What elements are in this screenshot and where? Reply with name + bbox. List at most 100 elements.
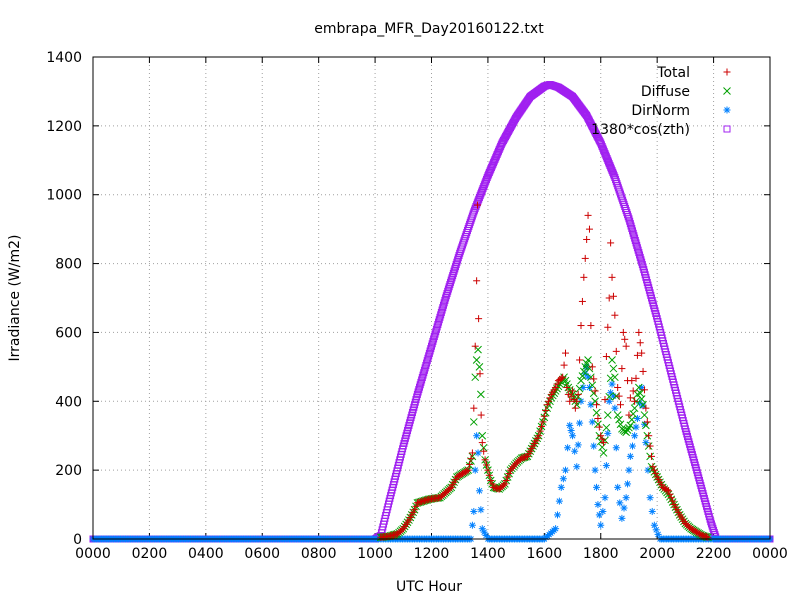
x-tick-label: 1400: [470, 546, 506, 562]
data-point: [552, 384, 560, 392]
data-point: [628, 442, 636, 450]
data-point: [626, 421, 635, 430]
data-point: [611, 373, 619, 382]
legend-marker: [723, 87, 731, 95]
data-point: [616, 420, 625, 429]
data-point: [597, 432, 605, 440]
data-point: [642, 421, 650, 430]
y-tick-label: 400: [55, 394, 82, 410]
data-point: [436, 313, 444, 321]
data-point: [441, 296, 449, 304]
data-point: [571, 447, 579, 455]
data-point: [628, 377, 636, 385]
data-point: [603, 411, 612, 419]
data-point: [664, 487, 672, 495]
data-point: [605, 294, 613, 302]
data-point: [438, 306, 446, 314]
data-point: [561, 466, 569, 474]
data-point: [608, 273, 616, 281]
data-point: [602, 423, 611, 432]
data-point: [470, 507, 478, 515]
data-point: [630, 232, 638, 240]
data-point: [480, 447, 488, 455]
data-point: [628, 224, 636, 232]
data-point: [429, 337, 437, 345]
data-point: [594, 420, 602, 429]
data-point: [427, 345, 435, 353]
data-point: [623, 426, 632, 434]
data-point: [536, 427, 544, 435]
data-point: [607, 239, 615, 247]
legend-label: 1380*cos(zth): [591, 122, 690, 138]
data-point: [627, 222, 635, 230]
data-point: [475, 195, 483, 203]
data-point: [483, 461, 491, 469]
data-point: [622, 342, 630, 350]
data-point: [478, 188, 486, 196]
legend-marker: [723, 125, 731, 133]
data-point: [447, 278, 455, 286]
data-point: [553, 511, 561, 519]
data-point: [612, 444, 620, 452]
data-point: [478, 431, 487, 440]
data-point: [669, 497, 677, 505]
data-point: [559, 373, 567, 381]
data-point: [615, 392, 623, 400]
data-point: [629, 387, 637, 395]
data-point: [480, 183, 488, 191]
data-point: [604, 323, 612, 331]
data-point: [475, 363, 484, 371]
data-point: [599, 449, 608, 457]
data-point: [439, 304, 447, 312]
data-point: [539, 418, 547, 426]
data-point: [481, 456, 489, 464]
data-point: [477, 506, 485, 514]
series-cross: [376, 345, 712, 542]
data-point: [444, 285, 452, 293]
data-point: [555, 497, 563, 505]
data-point: [416, 383, 424, 391]
data-point: [650, 466, 658, 474]
data-point: [451, 263, 459, 271]
data-point: [564, 444, 572, 452]
x-tick-label: 0200: [132, 546, 168, 562]
data-point: [640, 411, 649, 419]
data-point: [648, 507, 656, 515]
data-point: [593, 483, 601, 491]
data-point: [439, 301, 447, 309]
legend-label: Total: [656, 65, 690, 81]
data-point: [704, 533, 712, 541]
data-point: [637, 395, 646, 403]
data-point: [476, 370, 484, 378]
data-point: [646, 494, 654, 502]
data-point: [454, 256, 462, 264]
data-point: [624, 211, 632, 219]
data-point: [423, 359, 431, 367]
y-axis-label: Irradiance (W/m2): [7, 235, 23, 362]
data-point: [584, 356, 592, 364]
data-point: [501, 480, 509, 488]
data-point: [471, 373, 480, 382]
y-tick-label: 800: [55, 257, 82, 273]
data-point: [573, 397, 581, 405]
data-point: [437, 311, 445, 319]
x-tick-label: 1000: [357, 546, 393, 562]
y-tick-label: 200: [55, 463, 82, 479]
data-point: [605, 392, 614, 401]
data-point: [477, 411, 485, 419]
data-point: [464, 466, 472, 474]
data-point: [488, 480, 496, 488]
x-tick-label: 1800: [583, 546, 619, 562]
data-point: [502, 476, 510, 484]
data-point: [430, 333, 438, 341]
data-point: [573, 463, 581, 471]
y-tick-label: 600: [55, 325, 82, 341]
data-point: [631, 397, 639, 405]
data-point: [552, 525, 560, 533]
data-point: [578, 372, 587, 380]
data-point: [415, 386, 423, 394]
data-point: [471, 206, 479, 214]
data-point: [590, 442, 598, 450]
data-point: [449, 272, 457, 280]
data-point: [584, 211, 592, 219]
